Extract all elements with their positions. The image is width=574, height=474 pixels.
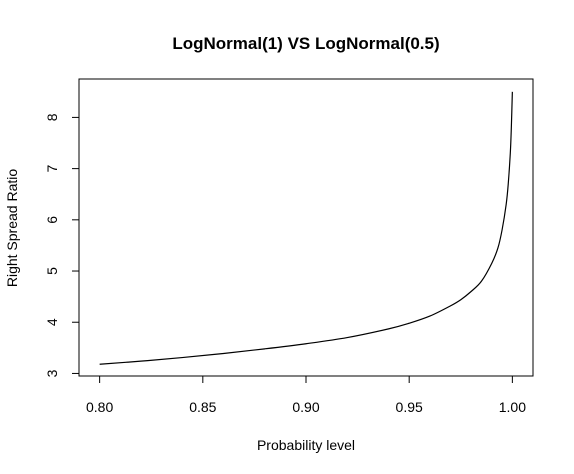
y-tick-label: 3	[44, 369, 60, 377]
x-axis: 0.80 0.85 0.90 0.95 1.00	[86, 375, 526, 415]
x-tick-label: 0.90	[292, 399, 319, 415]
y-tick-label: 5	[44, 267, 60, 275]
chart-title: LogNormal(1) VS LogNormal(0.5)	[172, 34, 439, 53]
y-axis-label: Right Spread Ratio	[4, 169, 20, 288]
x-axis-label: Probability level	[257, 437, 355, 453]
x-tick-label: 0.85	[189, 399, 216, 415]
x-tick-label: 0.80	[86, 399, 113, 415]
series-line	[99, 91, 513, 365]
y-tick-label: 4	[44, 318, 60, 326]
y-axis: 3 4 5 6 7 8	[44, 113, 80, 377]
x-tick-label: 1.00	[499, 399, 526, 415]
y-tick-label: 7	[44, 165, 60, 173]
x-tick-label: 0.95	[396, 399, 423, 415]
y-tick-label: 6	[44, 216, 60, 224]
plot-area-frame	[78, 78, 534, 377]
y-tick-label: 8	[44, 113, 60, 121]
